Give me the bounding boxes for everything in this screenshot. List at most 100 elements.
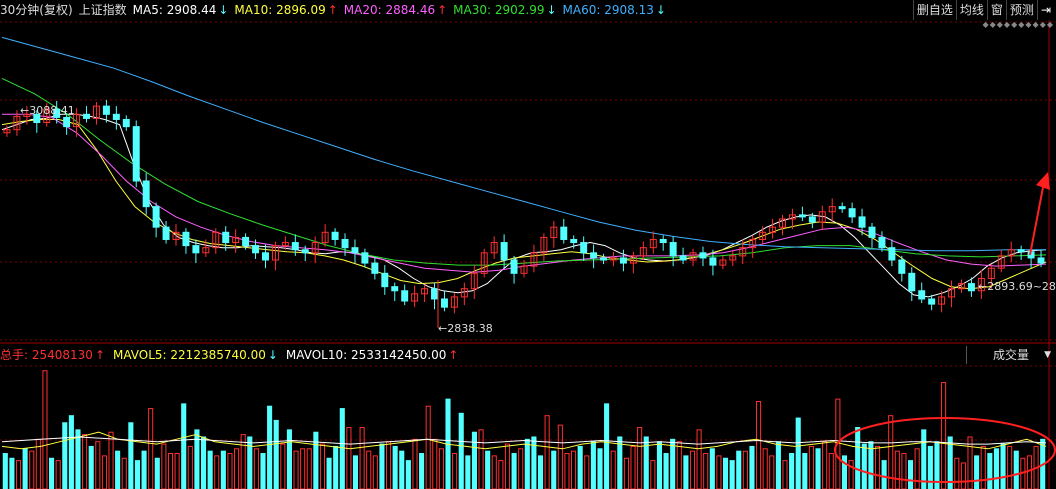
arrow-up-icon: ↑ <box>94 348 105 362</box>
volume-bar <box>537 455 544 489</box>
volume-bar <box>868 441 874 489</box>
volume-bar <box>656 441 663 489</box>
collapse-arrow-icon[interactable]: ⇥ <box>1036 0 1054 20</box>
volume-bar <box>478 429 484 489</box>
arrow-up-icon: ↑ <box>437 3 448 17</box>
candle-body <box>371 262 379 274</box>
candle-body <box>828 206 836 213</box>
volume-bar <box>465 455 471 489</box>
volume-bar <box>485 450 491 489</box>
scroll-diamonds-icon[interactable]: ◆◆◆◆◆◆◆◆◆◆ <box>982 20 1054 29</box>
volume-bar <box>438 448 444 489</box>
volume-bar <box>670 438 676 489</box>
candle-body <box>172 231 180 240</box>
ma60-value: MA60: 2908.13 ↓ <box>562 3 666 17</box>
volume-bar <box>115 450 121 489</box>
volume-bar <box>425 405 431 489</box>
candle-body <box>13 115 21 131</box>
window-button[interactable]: 窗 <box>986 0 1006 20</box>
candle-body <box>669 242 677 257</box>
volume-bar <box>385 441 392 489</box>
volume-bar <box>452 453 458 489</box>
high-annotation: ←3088.41 <box>20 104 75 117</box>
candle-body <box>699 252 707 259</box>
candle-body <box>848 208 856 218</box>
volume-bar <box>366 450 372 489</box>
volume-bar <box>775 441 781 489</box>
volume-bar <box>141 450 147 489</box>
volume-bar <box>181 403 187 489</box>
candle-body <box>779 218 786 228</box>
candle-body <box>898 259 906 274</box>
chart-toolbar: 删自选 均线窗预测 ⇥ <box>912 0 1054 20</box>
candle-body <box>311 242 319 254</box>
candle-body <box>53 108 61 118</box>
arrow-down-icon: ↓ <box>267 348 278 362</box>
forecast-button[interactable]: 预测 <box>1005 0 1037 20</box>
volume-bar <box>855 427 861 489</box>
candle-body <box>202 247 210 254</box>
candle-body <box>92 105 100 119</box>
volume-bar <box>577 445 583 489</box>
volume-bar <box>319 443 326 489</box>
candle-body <box>401 290 409 302</box>
candle-body <box>162 226 170 240</box>
indicator-select[interactable]: 成交量 ▼ <box>966 346 1055 364</box>
mavol-line-mavol10 <box>1 436 1047 445</box>
volume-bar <box>643 436 649 489</box>
candle-body <box>938 296 946 305</box>
candle-body <box>43 108 51 124</box>
volume-bar <box>220 450 226 489</box>
volume-bar <box>736 450 742 489</box>
candle-body <box>709 257 717 266</box>
volume-bar <box>167 453 174 489</box>
volume-bar <box>822 441 828 489</box>
volume-bar <box>1000 443 1006 489</box>
volume-bar <box>260 453 266 489</box>
candle-body <box>480 252 488 274</box>
volume-bar <box>610 450 616 489</box>
red-arrow-icon <box>1029 181 1045 256</box>
candle-body <box>63 116 71 128</box>
remove-watchlist-button[interactable]: 删自选 <box>912 0 956 20</box>
candle-body <box>1017 249 1025 253</box>
candle-body <box>431 288 438 300</box>
candle-body <box>689 252 697 261</box>
volume-bar <box>749 445 755 489</box>
volume-bar <box>709 448 715 489</box>
volume-bar <box>802 453 808 489</box>
volume-bar <box>921 429 927 489</box>
volume-bar <box>762 448 768 489</box>
volume-bar <box>597 448 603 489</box>
volume-bar <box>108 431 114 489</box>
candle-body <box>1037 257 1045 264</box>
candle-body <box>530 252 538 267</box>
mavol-line-mavol5 <box>1 431 1047 450</box>
volume-bar <box>498 460 504 489</box>
mavol10-value: MAVOL10: 2533142450.00 ↑ <box>285 348 459 362</box>
volume-bar <box>756 400 762 489</box>
candle-body <box>679 255 687 261</box>
volume-bar <box>359 427 365 489</box>
candle-body <box>252 245 260 254</box>
low-annotation: ←2838.38 <box>438 322 493 335</box>
volume-bar <box>848 460 854 489</box>
volume-bar <box>333 445 339 489</box>
volume-bar <box>9 457 15 489</box>
volume-bar <box>947 436 953 489</box>
candle-body <box>769 226 777 233</box>
candle-body <box>23 113 31 117</box>
volume-bar <box>346 427 352 489</box>
candle-body <box>182 231 190 247</box>
volume-bar <box>392 445 398 489</box>
volume-bar <box>974 455 980 489</box>
candle-body <box>818 211 826 223</box>
ma-settings-button[interactable]: 均线 <box>955 0 987 20</box>
candle-body <box>967 283 975 292</box>
volume-bar <box>630 445 636 489</box>
candle-body <box>550 226 558 238</box>
volume-bar <box>339 408 345 489</box>
volume-bar <box>584 455 590 489</box>
candle-body <box>331 231 339 240</box>
